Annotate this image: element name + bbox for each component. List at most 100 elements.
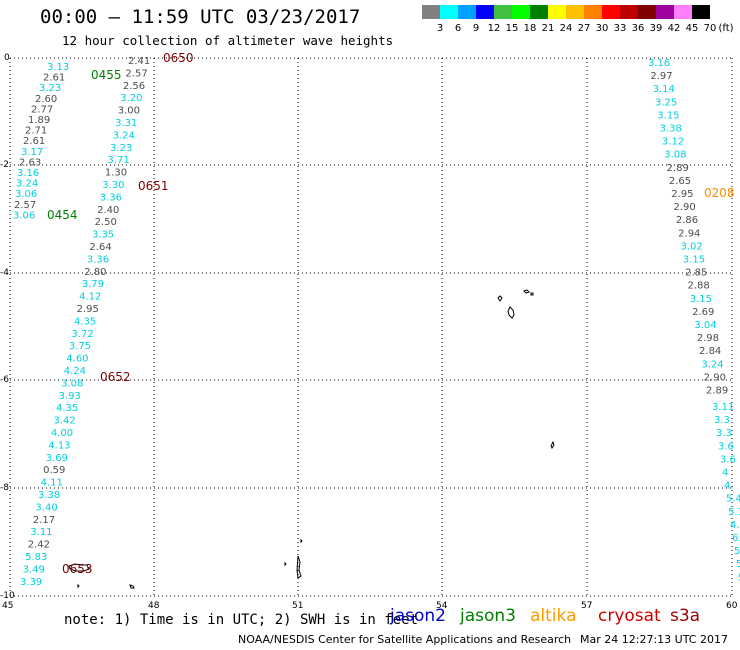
legend-swatch xyxy=(584,5,602,19)
swh-value: 2.40 xyxy=(97,205,119,216)
swh-value: 2.85 xyxy=(685,268,707,279)
lon-tick-label: 51 xyxy=(292,601,304,611)
swh-value: 2.89 xyxy=(706,386,728,397)
swh-value: 3.79 xyxy=(82,279,104,290)
swh-value: 5.8 xyxy=(738,572,740,583)
swh-value: 3.17 xyxy=(21,147,43,158)
legend-label: 18 xyxy=(523,23,537,34)
satellite-name: cryosat xyxy=(598,606,661,626)
swh-value: 6.1 xyxy=(732,533,740,544)
swh-value: 4.11 xyxy=(41,478,63,489)
swh-value: 2.69 xyxy=(692,307,714,318)
legend-label: 3 xyxy=(436,23,444,34)
swh-value: 5.2 xyxy=(736,559,740,570)
swh-value: 3.40 xyxy=(35,502,57,513)
swh-value: 5.1 xyxy=(728,507,740,518)
legend-swatch xyxy=(476,5,494,19)
pass-time-label: 0653 xyxy=(62,562,93,576)
swh-value: 5.83 xyxy=(25,552,47,563)
swh-value: 2.86 xyxy=(676,215,698,226)
swh-value: 3.23 xyxy=(39,83,61,94)
legend-label: 45 xyxy=(685,23,699,34)
swh-value: 3.42 xyxy=(53,416,75,427)
swh-value: 3.3 xyxy=(716,428,732,439)
swh-value: 5.4 xyxy=(726,494,740,505)
island-outline xyxy=(68,563,90,572)
swh-value: 4.35 xyxy=(56,403,78,414)
swh-value: 2.41 xyxy=(128,56,150,67)
swh-value: 3.15 xyxy=(690,294,712,305)
swh-value: 2.97 xyxy=(650,71,672,82)
legend-label: 70 xyxy=(703,23,717,34)
legend-label: 33 xyxy=(613,23,627,34)
track-labels: 3.132.613.232.602.771.892.712.613.172.63… xyxy=(13,51,740,588)
swh-value: 4 xyxy=(722,468,728,479)
legend-label: 27 xyxy=(577,23,591,34)
swh-value: 4.12 xyxy=(79,292,101,303)
swh-value: 3.04 xyxy=(694,320,716,331)
swh-value: 2.90 xyxy=(704,372,726,383)
legend-swatch xyxy=(620,5,638,19)
lat-tick-label: 0 xyxy=(4,53,10,63)
swh-value: 3.20 xyxy=(120,93,142,104)
swh-value: 4. xyxy=(724,481,734,492)
swh-value: 4.35 xyxy=(74,316,96,327)
swh-value: 2.84 xyxy=(699,346,721,357)
swh-value: 3.36 xyxy=(100,192,122,203)
swh-value: 2.60 xyxy=(35,94,57,105)
swh-value: 2.57 xyxy=(14,200,36,211)
swh-value: 3.38 xyxy=(38,490,60,501)
legend-swatch xyxy=(638,5,656,19)
swh-value: 3.23 xyxy=(110,143,132,154)
swh-value: 2.77 xyxy=(31,104,53,115)
footnote: note: 1) Time is in UTC; 2) SWH is in fe… xyxy=(64,612,419,628)
swh-value: 3.3 xyxy=(714,415,730,426)
credit-line: NOAA/NESDIS Center for Satellite Applica… xyxy=(238,633,572,646)
island-outline xyxy=(497,295,503,302)
swh-value: 2.50 xyxy=(95,217,117,228)
swh-value: 3.00 xyxy=(118,106,140,117)
swh-value: 3.75 xyxy=(69,341,91,352)
legend-swatch xyxy=(440,5,458,19)
swh-value: 3.71 xyxy=(107,155,129,166)
swh-value: 2.61 xyxy=(23,136,45,147)
lon-tick-label: 48 xyxy=(148,601,160,611)
swh-value: 3.69 xyxy=(46,453,68,464)
swh-value: 2.94 xyxy=(678,228,700,239)
island-outline xyxy=(507,306,515,319)
swh-value: 2.88 xyxy=(687,281,709,292)
swh-value: 2.17 xyxy=(33,515,55,526)
legend-label: 6 xyxy=(454,23,462,34)
swh-value: 2.61 xyxy=(43,73,65,84)
lon-tick-label: 54 xyxy=(436,601,448,611)
swh-value: 2.95 xyxy=(671,189,693,200)
island-outline xyxy=(523,289,534,296)
swh-value: 3.35 xyxy=(92,230,114,241)
generation-timestamp: Mar 24 12:27:13 UTC 2017 xyxy=(580,633,728,646)
island-outline xyxy=(77,583,80,589)
island-outline xyxy=(300,538,303,544)
legend-label: 21 xyxy=(541,23,555,34)
swh-value: 2.42 xyxy=(28,540,50,551)
swh-value: 3.6 xyxy=(720,454,736,465)
swh-value: 3.13 xyxy=(47,62,69,73)
legend-swatch xyxy=(566,5,584,19)
legend-label: 24 xyxy=(559,23,573,34)
swh-value: 3.15 xyxy=(683,255,705,266)
legend-label: 42 xyxy=(667,23,681,34)
swh-value: 3.12 xyxy=(662,137,684,148)
legend-label: 9 xyxy=(472,23,480,34)
island-outlines xyxy=(68,289,555,589)
swh-value: 3.06 xyxy=(13,210,35,221)
swh-value: 3.49 xyxy=(23,564,45,575)
swh-value: 4.00 xyxy=(51,428,73,439)
map-grid xyxy=(9,57,733,597)
lat-tick-label: -6 xyxy=(0,375,9,385)
island-outline xyxy=(129,584,135,589)
legend-label: 15 xyxy=(505,23,519,34)
swh-value: 3.38 xyxy=(660,124,682,135)
legend-label: 12 xyxy=(487,23,501,34)
swh-value: 3.14 xyxy=(653,84,675,95)
legend-swatch xyxy=(458,5,476,19)
